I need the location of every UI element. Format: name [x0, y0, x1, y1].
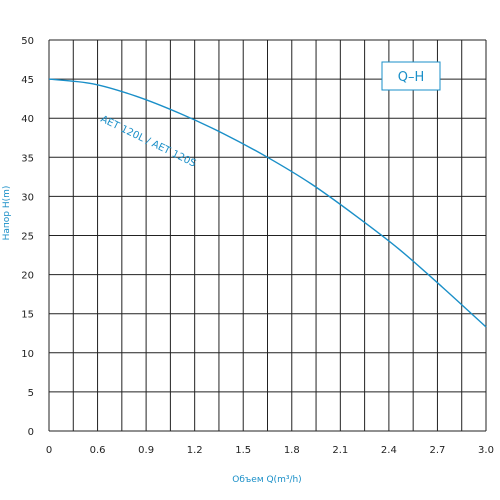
x-tick-label: 0 — [46, 445, 52, 456]
x-tick-label: 2.7 — [429, 445, 445, 456]
y-tick-label: 15 — [21, 310, 34, 321]
y-tick-label: 45 — [21, 75, 34, 86]
badge-label: Q–H — [398, 70, 425, 85]
y-tick-label: 40 — [21, 114, 34, 125]
series-line — [48, 78, 487, 328]
grid — [48, 39, 487, 432]
y-tick-label: 35 — [21, 153, 34, 164]
y-axis-title: Напор H(m) — [2, 186, 12, 241]
x-axis-title: Объем Q(m³/h) — [232, 475, 301, 485]
x-tick-label: 1.2 — [187, 445, 203, 456]
x-tick-label: 0.6 — [90, 445, 106, 456]
x-tick-label: 2.4 — [381, 445, 397, 456]
x-tick-label: 2.1 — [332, 445, 348, 456]
x-axis-ticks: 0 0.6 0.9 1.2 1.5 1.8 2.1 2.4 2.7 3.0 — [46, 445, 494, 456]
series-label: AET 120L / AET 120S — [99, 114, 198, 170]
y-tick-label: 0 — [28, 427, 34, 438]
x-tick-label: 0.9 — [138, 445, 154, 456]
series-layer — [48, 78, 487, 328]
x-tick-label: 1.8 — [284, 445, 300, 456]
badge-box — [381, 61, 441, 91]
y-tick-label: 30 — [21, 192, 34, 203]
x-tick-label: 3.0 — [478, 445, 494, 456]
x-tick-label: 1.5 — [235, 445, 251, 456]
y-tick-label: 10 — [21, 349, 34, 360]
y-axis-ticks: 0 5 10 15 20 25 30 35 40 45 50 — [21, 36, 34, 438]
y-tick-label: 50 — [21, 36, 34, 47]
y-tick-label: 20 — [21, 271, 34, 282]
badge: Q–H — [381, 61, 441, 91]
y-tick-label: 5 — [28, 388, 34, 399]
y-tick-label: 25 — [21, 232, 34, 243]
